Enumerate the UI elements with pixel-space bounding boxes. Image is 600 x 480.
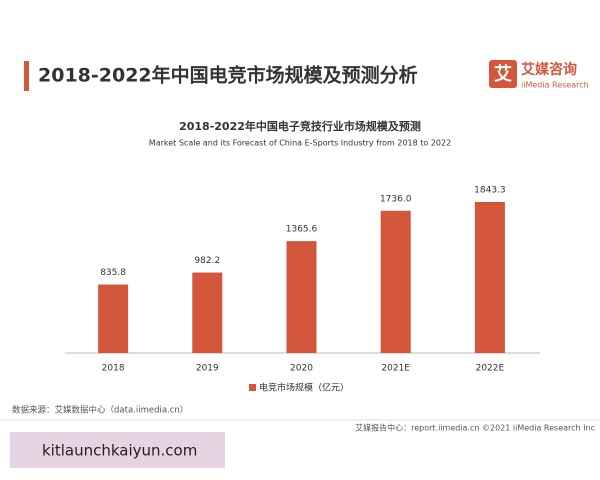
value-label: 1736.0 <box>380 194 412 204</box>
logo-name: 艾媒咨询 <box>521 61 577 78</box>
legend-label: 电竞市场规模（亿元） <box>259 382 349 394</box>
bar <box>474 202 505 353</box>
x-tick-label: 2019 <box>196 364 219 374</box>
value-label: 982.2 <box>194 256 220 266</box>
watermark-box <box>10 432 225 468</box>
legend-swatch <box>249 384 256 391</box>
value-label: 835.8 <box>100 268 126 278</box>
page-title: 2018-2022年中国电竞市场规模及预测分析 <box>38 64 418 87</box>
credit: 艾媒报告中心：report.iimedia.cn ©2021 iiMedia R… <box>355 423 595 433</box>
logo-mark: 艾 <box>494 63 512 85</box>
x-tick-label: 2020 <box>290 364 313 374</box>
chart-subtitle: Market Scale and its Forecast of China E… <box>149 139 451 148</box>
chart-title: 2018-2022年中国电子竞技行业市场规模及预测 <box>179 119 421 133</box>
logo-icon <box>489 60 517 88</box>
logo-sub: iiMedia Research <box>521 81 589 90</box>
x-tick-label: 2021E <box>381 364 410 374</box>
value-label: 1365.6 <box>286 225 318 235</box>
bar <box>192 272 223 353</box>
title-accent <box>24 61 29 91</box>
x-tick-label: 2018 <box>102 364 125 374</box>
x-tick-label: 2022E <box>476 364 505 374</box>
source: 数据来源：艾媒数据中心（data.iimedia.cn） <box>12 405 188 416</box>
bar <box>380 210 411 353</box>
bar <box>286 241 317 353</box>
value-label: 1843.3 <box>474 186 506 196</box>
watermark: kitlaunchkaiyun.com <box>42 442 197 460</box>
bar <box>98 284 129 353</box>
